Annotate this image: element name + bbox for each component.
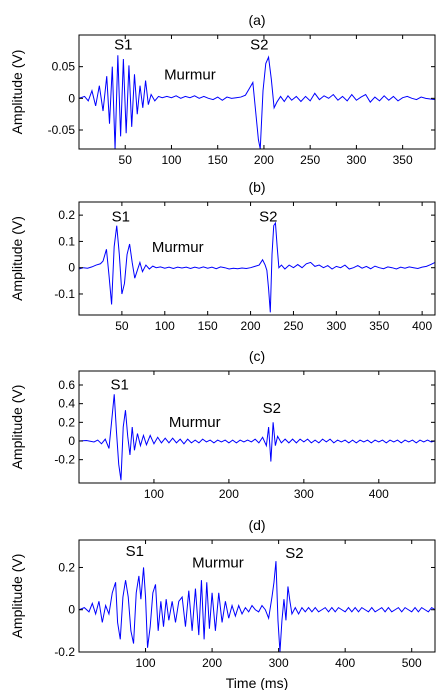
axes-box-1 [78, 201, 436, 316]
y-axis-label-1: Amplitude (V) [9, 216, 25, 301]
x-tick-label-1-2: 150 [198, 319, 218, 333]
annotation-s1-1: S1 [112, 209, 130, 226]
x-tick-label-0-1: 100 [161, 153, 181, 167]
x-tick-label-2-3: 400 [369, 487, 389, 501]
y-tick-label-1-0: -0.1 [54, 287, 75, 301]
panel-title-2: (c) [249, 348, 265, 364]
y-tick-label-2-4: 0.6 [58, 378, 75, 392]
panel-title-3: (d) [248, 517, 265, 533]
x-tick-label-0-0: 50 [119, 153, 133, 167]
x-tick-label-1-6: 350 [369, 319, 389, 333]
axes-box-2 [78, 370, 436, 484]
y-tick-label-2-2: 0.2 [58, 415, 75, 429]
annotation-murmur-3: Murmur [192, 554, 244, 571]
x-tick-label-1-3: 200 [241, 319, 261, 333]
y-tick-label-2-1: 0 [68, 434, 75, 448]
annotation-s1-0: S1 [114, 37, 132, 54]
annotation-murmur-1: Murmur [152, 239, 204, 256]
x-tick-label-0-5: 300 [346, 153, 366, 167]
y-tick-label-0-2: 0.05 [52, 60, 76, 74]
annotation-s2-3: S2 [285, 545, 303, 562]
signal-line-0 [79, 55, 435, 149]
x-tick-label-2-2: 300 [294, 487, 314, 501]
x-tick-label-0-6: 350 [393, 153, 413, 167]
y-tick-label-1-2: 0.1 [58, 234, 75, 248]
y-tick-label-0-0: -0.05 [48, 123, 76, 137]
signal-line-1 [79, 221, 435, 313]
x-axis-label-3: Time (ms) [226, 675, 288, 690]
x-tick-label-2-0: 100 [144, 487, 164, 501]
y-tick-label-3-0: -0.2 [54, 645, 75, 659]
y-tick-label-1-3: 0.2 [58, 208, 75, 222]
y-tick-label-2-0: -0.2 [54, 453, 75, 467]
annotation-s2-0: S2 [250, 37, 268, 54]
y-axis-label-2: Amplitude (V) [9, 385, 25, 470]
axes-box-0 [78, 34, 436, 150]
x-tick-label-0-2: 150 [208, 153, 228, 167]
annotation-s1-3: S1 [126, 543, 144, 560]
y-tick-label-3-1: 0 [68, 603, 75, 617]
chart-panel-3: 100 200 300 400 500 -0.2 0 0.2 (d) Amplitude (V) T… [9, 517, 436, 690]
signal-line-2 [79, 394, 435, 481]
x-tick-label-3-1: 200 [202, 656, 222, 670]
x-tick-label-1-7: 400 [412, 319, 432, 333]
x-tick-label-3-4: 500 [402, 656, 422, 670]
x-tick-label-1-1: 100 [155, 319, 175, 333]
y-tick-label-0-1: 0 [68, 91, 75, 105]
panel-title-1: (b) [248, 179, 265, 195]
chart-panel-0: 50 100 150 200 250 300 350 -0.05 0 0.05 (a) Amplitu… [9, 12, 436, 167]
signal-line-3 [79, 561, 435, 652]
annotation-s2-2: S2 [263, 400, 281, 417]
annotation-s1-2: S1 [110, 377, 128, 394]
axes-box-3 [78, 539, 436, 653]
chart-panel-2: 100 200 300 400 -0.2 0 0.2 0.4 0.6 (c) Amplitude (… [9, 348, 436, 501]
y-tick-label-1-1: 0 [68, 261, 75, 275]
x-tick-label-1-4: 250 [283, 319, 303, 333]
x-tick-label-3-3: 400 [335, 656, 355, 670]
annotation-murmur-2: Murmur [169, 414, 221, 431]
annotation-murmur-0: Murmur [164, 66, 216, 83]
x-tick-label-0-3: 200 [254, 153, 274, 167]
chart-panel-1: 50 100 150 200 250 300 350 400 -0.1 0 0.1 0.2 (b) Amp… [9, 179, 436, 333]
x-tick-label-3-2: 300 [269, 656, 289, 670]
y-axis-label-3: Amplitude (V) [9, 554, 25, 639]
annotation-s2-1: S2 [259, 209, 277, 226]
panel-title-0: (a) [248, 12, 265, 28]
x-tick-label-1-5: 300 [326, 319, 346, 333]
x-tick-label-0-4: 250 [300, 153, 320, 167]
x-tick-label-1-0: 50 [115, 319, 129, 333]
y-tick-label-2-3: 0.4 [58, 397, 75, 411]
y-tick-label-3-2: 0.2 [58, 560, 75, 574]
y-axis-label-0: Amplitude (V) [9, 50, 25, 135]
x-tick-label-2-1: 200 [219, 487, 239, 501]
x-tick-label-3-0: 100 [136, 656, 156, 670]
